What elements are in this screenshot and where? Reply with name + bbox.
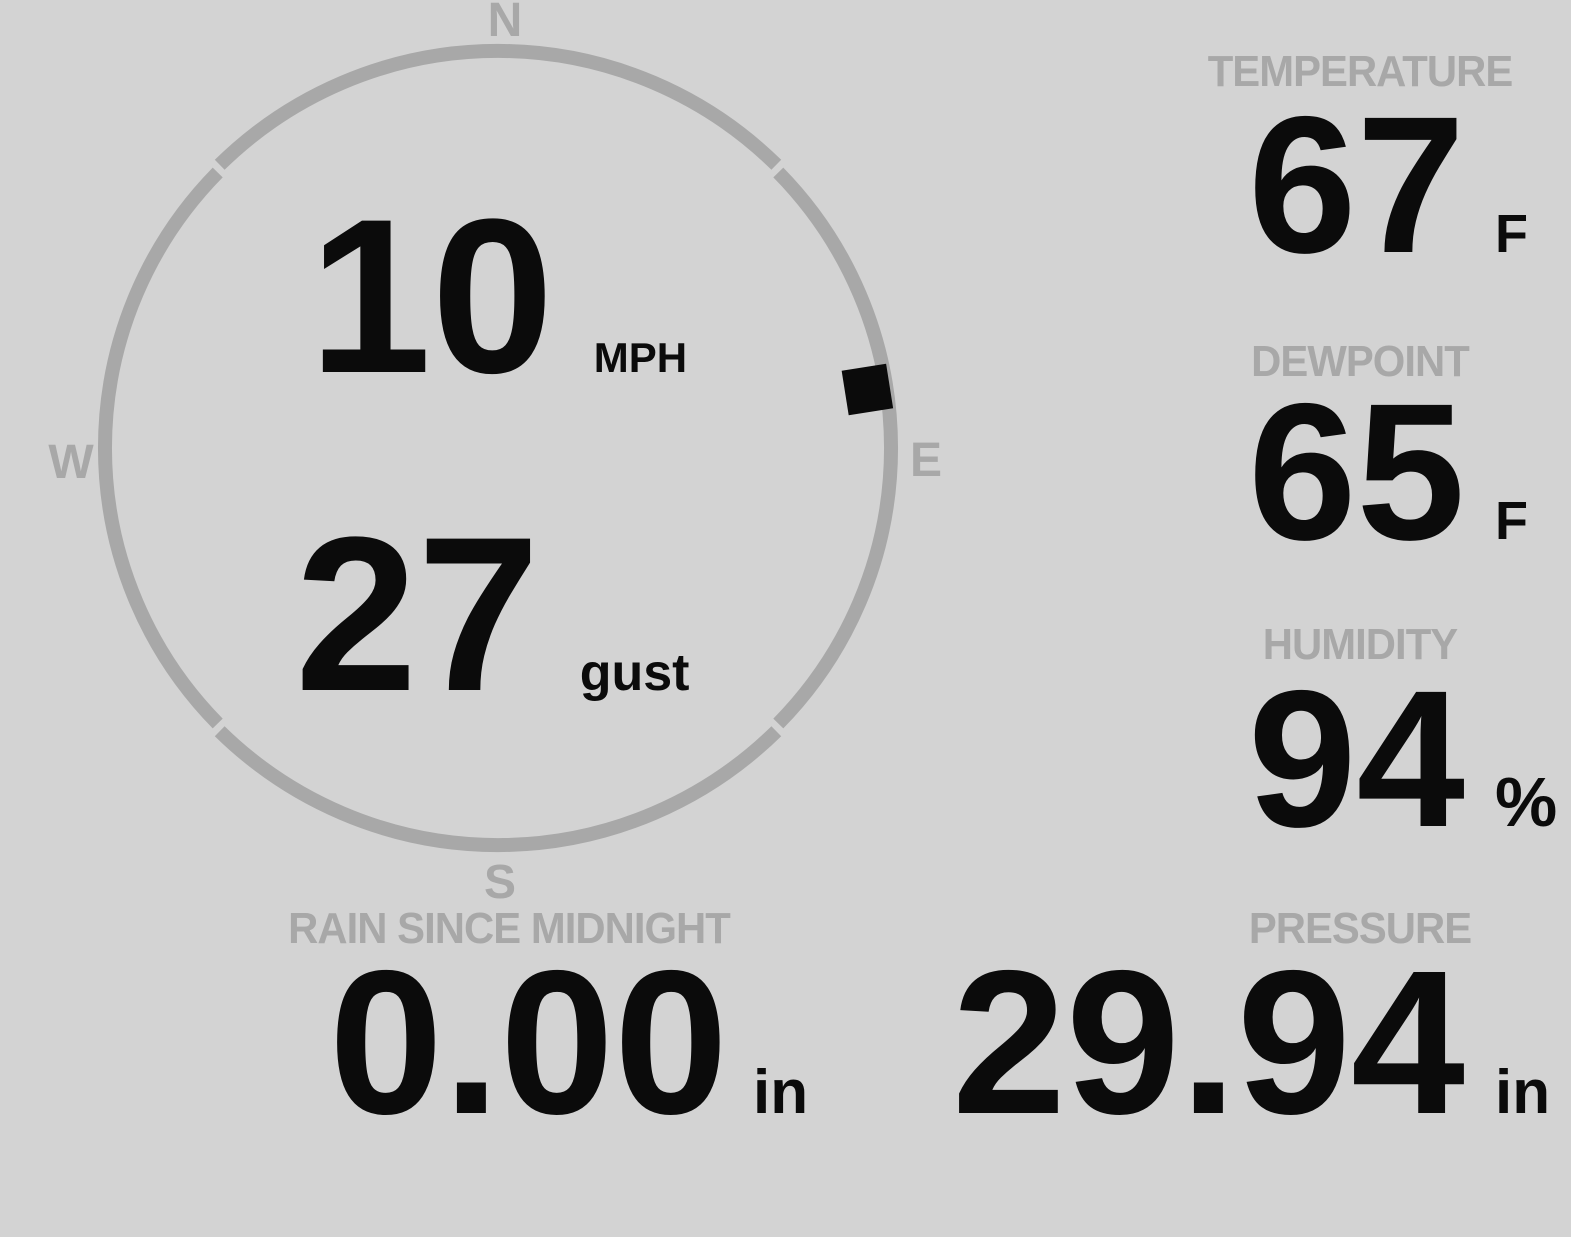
humidity-label: HUMIDITY — [1262, 620, 1458, 669]
compass-label-north: N — [487, 0, 523, 47]
temperature-label: TEMPERATURE — [1207, 47, 1514, 96]
dewpoint-unit: F — [1495, 491, 1528, 551]
compass-ring — [98, 43, 898, 853]
rain-since-midnight-unit: in — [753, 1058, 809, 1127]
compass-label-south: S — [483, 856, 517, 909]
compass-ring-arc-east — [773, 167, 898, 729]
wind-gust-value: 27 — [295, 491, 540, 737]
dewpoint-value: 65 — [1248, 363, 1465, 581]
compass-ring-arc-south — [214, 726, 782, 853]
pressure-label: PRESSURE — [1248, 904, 1472, 953]
wind-speed-readout: 10 MPH — [309, 186, 687, 406]
humidity-readout: 94 % — [1248, 662, 1565, 857]
pressure-unit: in — [1495, 1058, 1551, 1127]
wind-gust-readout: 27 gust — [295, 504, 689, 724]
compass-label-east: E — [909, 434, 943, 487]
humidity-unit: % — [1495, 763, 1558, 841]
rain-since-midnight-value: 0.00 — [329, 928, 728, 1157]
pressure-value: 29.94 — [951, 928, 1465, 1157]
rain-since-midnight-readout: 0.00 in — [329, 940, 808, 1145]
temperature-value: 67 — [1248, 76, 1465, 294]
wind-gust-unit: gust — [579, 644, 690, 702]
wind-speed-value: 10 — [309, 173, 554, 419]
temperature-readout: 67 F — [1248, 88, 1565, 283]
dewpoint-readout: 65 F — [1248, 375, 1565, 570]
dewpoint-label: DEWPOINT — [1251, 337, 1470, 386]
rain-since-midnight-label: RAIN SINCE MIDNIGHT — [288, 904, 731, 953]
wind-direction-marker — [841, 363, 894, 416]
wind-compass-gauge: N E S W 10 MPH 27 gust — [48, 0, 942, 907]
humidity-value: 94 — [1248, 650, 1465, 868]
compass-label-west: W — [48, 436, 94, 489]
wind-speed-unit: MPH — [593, 334, 688, 381]
compass-ring-arc-north — [214, 43, 782, 170]
pressure-readout: 29.94 in — [952, 940, 1565, 1145]
compass-ring-arc-west — [98, 167, 223, 729]
temperature-unit: F — [1495, 204, 1528, 264]
